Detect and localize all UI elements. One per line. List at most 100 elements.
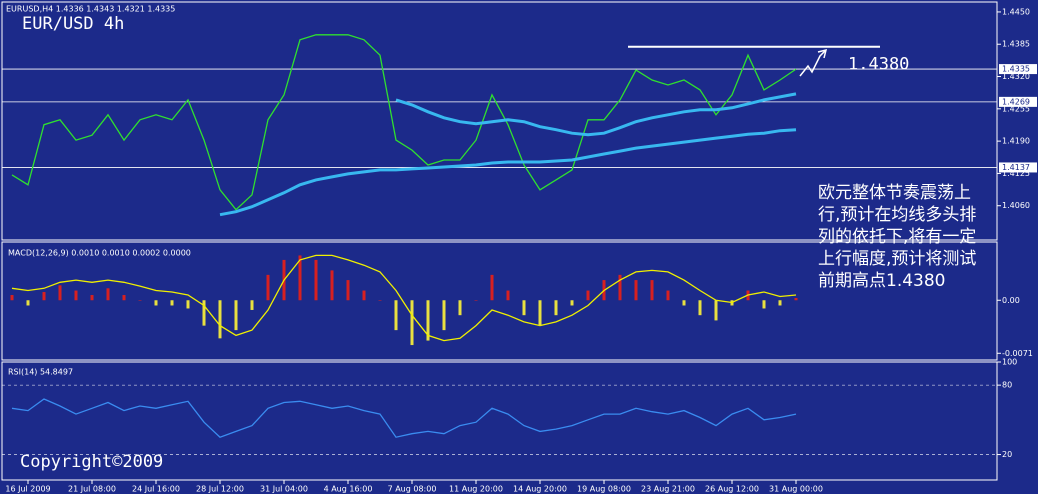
histogram-bar — [250, 300, 254, 310]
series-line — [219, 128, 797, 217]
y-tick-label: 1.4190 — [1002, 137, 1030, 146]
histogram-bar — [266, 274, 270, 301]
annotation-line: 行,预计在均线多头排 — [818, 205, 976, 225]
histogram-bar — [522, 300, 526, 316]
series-line — [11, 398, 797, 438]
macd-panel — [1, 241, 998, 361]
histogram-bar — [218, 300, 222, 339]
histogram-bar — [794, 298, 798, 301]
trend-arrow-head — [817, 48, 828, 59]
level-label-box — [999, 64, 1037, 75]
y-tick-label: 0.00 — [1002, 296, 1020, 305]
x-tick-label: 19 Aug 08:00 — [577, 485, 631, 494]
histogram-bar — [698, 300, 702, 316]
histogram-bar — [618, 274, 622, 301]
histogram-bar — [378, 300, 382, 301]
histogram-bar — [458, 300, 462, 316]
series-line — [395, 92, 797, 137]
histogram-bar — [234, 300, 238, 331]
x-tick-label: 23 Aug 21:00 — [641, 485, 695, 494]
x-tick-label: 31 Aug 00:00 — [769, 485, 823, 494]
histogram-bar — [26, 300, 30, 306]
histogram-bar — [314, 259, 318, 301]
rsi-panel — [1, 361, 998, 481]
histogram-bar — [170, 300, 174, 306]
y-tick-label: 100 — [1002, 358, 1017, 367]
price-header: EURUSD,H4 1.4336 1.4343 1.4321 1.4335 — [6, 5, 175, 14]
level-label: 1.4335 — [1002, 65, 1030, 74]
histogram-bar — [106, 288, 110, 301]
histogram-bar — [154, 300, 158, 306]
x-tick-label: 21 Jul 08:00 — [68, 485, 116, 494]
y-tick-label: 80 — [1002, 381, 1012, 390]
histogram-bar — [650, 280, 654, 301]
histogram-bar — [74, 290, 78, 301]
y-tick-label: -0.0071 — [1002, 349, 1033, 358]
annotation-line: 上行幅度,预计将测试 — [818, 249, 976, 269]
histogram-bar — [474, 300, 478, 301]
annotation-line: 前期高点1.4380 — [818, 271, 945, 291]
histogram-bar — [138, 300, 142, 301]
rsi-header: RSI(14) 54.8497 — [8, 368, 73, 377]
histogram-bar — [122, 295, 126, 301]
x-tick-label: 4 Aug 16:00 — [324, 485, 373, 494]
histogram-bar — [442, 300, 446, 331]
histogram-bar — [202, 300, 206, 326]
y-tick-label: 1.4320 — [1002, 72, 1030, 81]
histogram-bar — [330, 270, 334, 301]
histogram-bar — [426, 300, 430, 341]
histogram-bar — [506, 290, 510, 301]
histogram-bar — [186, 300, 190, 309]
histogram-bar — [554, 300, 558, 316]
histogram-bar — [586, 290, 590, 301]
resistance-label: 1.4380 — [848, 55, 909, 75]
x-tick-label: 7 Aug 08:00 — [388, 485, 437, 494]
level-label: 1.4269 — [1002, 97, 1030, 106]
annotation-line: 欧元整体节奏震荡上 — [818, 183, 971, 203]
series-line — [11, 254, 797, 342]
x-tick-label: 26 Aug 12:00 — [705, 485, 759, 494]
x-tick-label: 28 Jul 12:00 — [196, 485, 244, 494]
histogram-bar — [490, 274, 494, 301]
histogram-bar — [410, 300, 414, 346]
y-tick-label: 1.4060 — [1002, 201, 1030, 210]
x-tick-label: 11 Aug 20:00 — [449, 485, 503, 494]
histogram-bar — [362, 290, 366, 301]
histogram-bar — [634, 280, 638, 301]
x-tick-label: 24 Jul 16:00 — [132, 485, 180, 494]
y-tick-label: 1.4450 — [1002, 7, 1030, 16]
y-tick-label: 20 — [1002, 450, 1012, 459]
level-label-box — [999, 96, 1037, 107]
chart-title: EUR/USD 4h — [22, 14, 124, 34]
histogram-bar — [10, 295, 14, 301]
y-tick-label: 1.4125 — [1002, 169, 1030, 178]
watermark: Copyright©2009 — [20, 452, 163, 472]
price-panel — [1, 1, 998, 241]
level-label-box — [999, 162, 1037, 173]
histogram-bar — [778, 300, 782, 306]
histogram-bar — [346, 280, 350, 301]
x-tick-label: 14 Aug 20:00 — [513, 485, 567, 494]
histogram-bar — [666, 290, 670, 301]
y-tick-label: 1.4255 — [1002, 104, 1030, 113]
histogram-bar — [538, 300, 542, 326]
histogram-bar — [714, 300, 718, 321]
histogram-bar — [90, 295, 94, 301]
x-tick-label: 16 Jul 2009 — [5, 485, 50, 494]
histogram-bar — [394, 300, 398, 331]
series-line — [11, 34, 797, 211]
histogram-bar — [762, 300, 766, 309]
annotation-line: 列的依托下,将有一定 — [818, 227, 976, 247]
histogram-bar — [682, 300, 686, 306]
histogram-bar — [58, 285, 62, 301]
histogram-bar — [298, 255, 302, 301]
x-tick-label: 31 Jul 04:00 — [260, 485, 308, 494]
macd-header: MACD(12,26,9) 0.0010 0.0010 0.0002 0.000… — [8, 249, 191, 258]
histogram-bar — [570, 300, 574, 306]
histogram-bar — [42, 292, 46, 301]
level-label: 1.4137 — [1002, 163, 1030, 172]
y-tick-label: 1.4385 — [1002, 40, 1030, 49]
